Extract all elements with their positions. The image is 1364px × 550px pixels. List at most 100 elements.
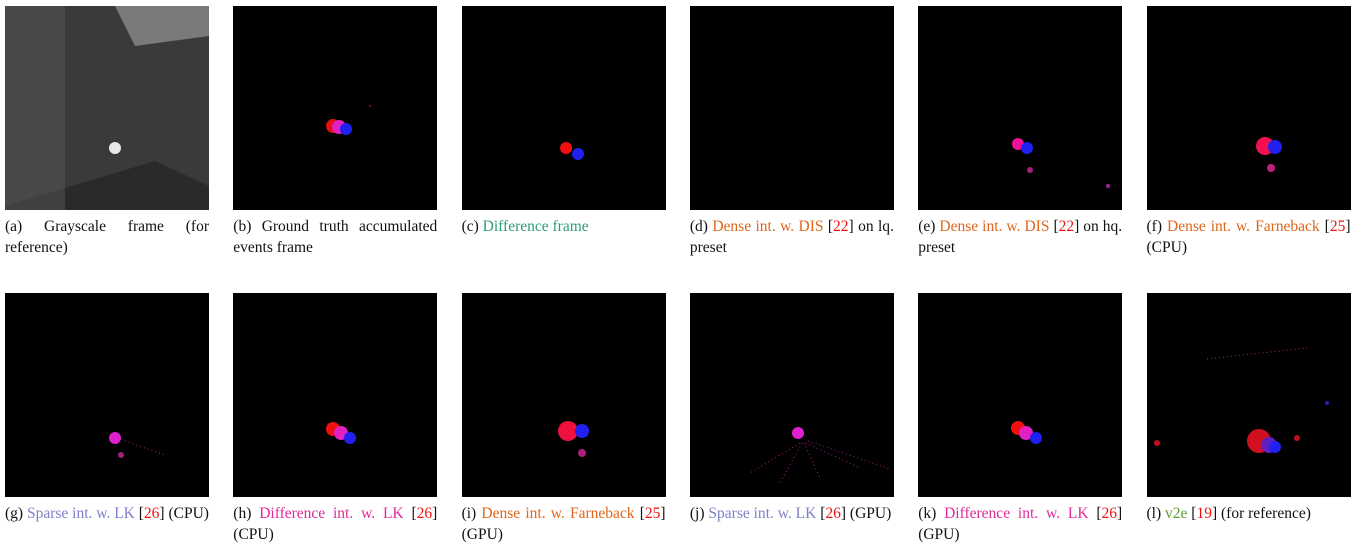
caption: (j) Sparse int. w. LK [26] (GPU): [690, 503, 894, 524]
image-shape: [115, 6, 209, 46]
subfigure: (e) Dense int. w. DIS [22] on hq. preset: [918, 6, 1123, 258]
caption-text: (f): [1146, 218, 1167, 235]
caption: (k) Difference int. w. LK [26] (GPU): [918, 503, 1122, 545]
caption-text: v2e: [1165, 505, 1188, 522]
image-shape: [1027, 167, 1034, 173]
caption-text: 26: [143, 505, 160, 522]
caption-text: [: [816, 505, 826, 522]
subfigure-image: [689, 293, 894, 497]
image-shape: [344, 432, 357, 444]
caption-text: Dense int. w. DIS: [939, 218, 1050, 235]
caption-text: (a) Grayscale frame (for reference): [5, 218, 209, 256]
subfigure-image: [689, 6, 894, 210]
caption-text: Difference frame: [482, 218, 589, 235]
caption-text: (d): [689, 218, 713, 235]
image-shape: [574, 424, 589, 438]
caption-text: ] (GPU): [461, 505, 666, 543]
caption: (g) Sparse int. w. LK [26] (CPU): [5, 503, 209, 524]
caption: (a) Grayscale frame (for reference): [5, 216, 209, 258]
image-shape: [779, 442, 803, 484]
image-shape: [557, 421, 578, 441]
subfigure: (a) Grayscale frame (for reference): [5, 6, 209, 258]
caption-text: ] (CPU): [233, 505, 438, 543]
image-shape: [5, 6, 65, 210]
caption-text: (i): [461, 505, 482, 522]
image-shape: [1293, 435, 1300, 441]
caption-text: Dense int. w. Farneback: [1167, 218, 1320, 235]
caption-text: (k): [918, 505, 945, 522]
subfigure: (d) Dense int. w. DIS [22] on lq. preset: [689, 6, 894, 258]
caption-text: 26: [1101, 505, 1118, 522]
subfigure-image: [918, 6, 1123, 210]
caption: (f) Dense int. w. Farneback [25] (CPU): [1147, 216, 1351, 258]
image-shape: [1021, 142, 1034, 154]
image-shape: [1019, 426, 1034, 440]
caption-text: ] (GPU): [918, 505, 1123, 543]
caption-text: (g): [5, 505, 27, 522]
image-shape: [1106, 184, 1111, 188]
image-shape: [791, 427, 804, 439]
caption-text: ] (CPU): [159, 505, 209, 522]
image-shape: [124, 440, 166, 456]
subfigure: (c) Difference frame: [461, 6, 666, 237]
image-shape: [1153, 440, 1160, 446]
image-shape: [1012, 138, 1025, 150]
caption-text: 25: [1329, 218, 1346, 235]
caption-text: (b) Ground truth accumulated events fram…: [233, 218, 438, 256]
caption-text: [: [634, 505, 645, 522]
subfigure-image: [5, 6, 209, 210]
caption-text: (h): [233, 505, 260, 522]
caption: (h) Difference int. w. LK [26] (CPU): [233, 503, 437, 545]
caption-text: Difference int. w. LK: [259, 505, 404, 522]
caption-text: [: [1319, 218, 1330, 235]
caption: (i) Dense int. w. Farneback [25] (GPU): [462, 503, 666, 545]
caption-text: [: [1187, 505, 1197, 522]
caption-text: Difference int. w. LK: [944, 505, 1089, 522]
image-shape: [340, 123, 353, 135]
subfigure: (i) Dense int. w. Farneback [25] (GPU): [461, 293, 666, 545]
image-shape: [577, 449, 586, 457]
subfigure-image: [233, 6, 438, 210]
subfigure: (b) Ground truth accumulated events fram…: [233, 6, 438, 258]
subfigure-image: [1146, 6, 1351, 210]
caption: (c) Difference frame: [462, 216, 666, 237]
subfigure-image: [1146, 293, 1351, 497]
caption-text: [: [134, 505, 144, 522]
caption: (l) v2e [19] (for reference): [1147, 503, 1351, 524]
caption-text: (e): [918, 218, 940, 235]
caption-text: Sparse int. w. LK: [708, 505, 817, 522]
caption-text: Dense int. w. DIS: [712, 218, 824, 235]
subfigure-image: [5, 293, 209, 497]
caption-text: 26: [416, 505, 433, 522]
subfigure-image: [461, 6, 666, 210]
subfigure-image: [461, 293, 666, 497]
subfigure: (k) Difference int. w. LK [26] (GPU): [918, 293, 1123, 545]
image-shape: [805, 442, 861, 469]
caption-text: 26: [825, 505, 841, 522]
image-shape: [571, 148, 584, 160]
caption-text: [: [823, 218, 834, 235]
subfigure-image: [918, 293, 1123, 497]
caption-text: ] on hq. preset: [918, 218, 1123, 256]
subfigure: (l) v2e [19] (for reference): [1146, 293, 1351, 524]
image-shape: [1266, 164, 1275, 172]
caption-text: Dense int. w. Farneback: [481, 505, 635, 522]
image-shape: [369, 105, 372, 107]
image-shape: [807, 440, 891, 470]
image-shape: [1268, 441, 1281, 453]
caption-text: 22: [1058, 218, 1075, 235]
caption-text: 19: [1196, 505, 1212, 522]
image-shape: [1267, 140, 1282, 154]
caption-text: ] on lq. preset: [689, 218, 894, 256]
caption-text: [: [1049, 218, 1059, 235]
subfigure: (j) Sparse int. w. LK [26] (GPU): [689, 293, 894, 524]
image-shape: [1206, 347, 1307, 360]
image-shape: [1030, 432, 1043, 444]
caption-text: 22: [833, 218, 849, 235]
image-shape: [803, 442, 821, 479]
subfigure: (g) Sparse int. w. LK [26] (CPU): [5, 293, 209, 524]
caption-text: 25: [644, 505, 661, 522]
caption-text: (j): [689, 505, 709, 522]
caption-text: [: [1088, 505, 1102, 522]
